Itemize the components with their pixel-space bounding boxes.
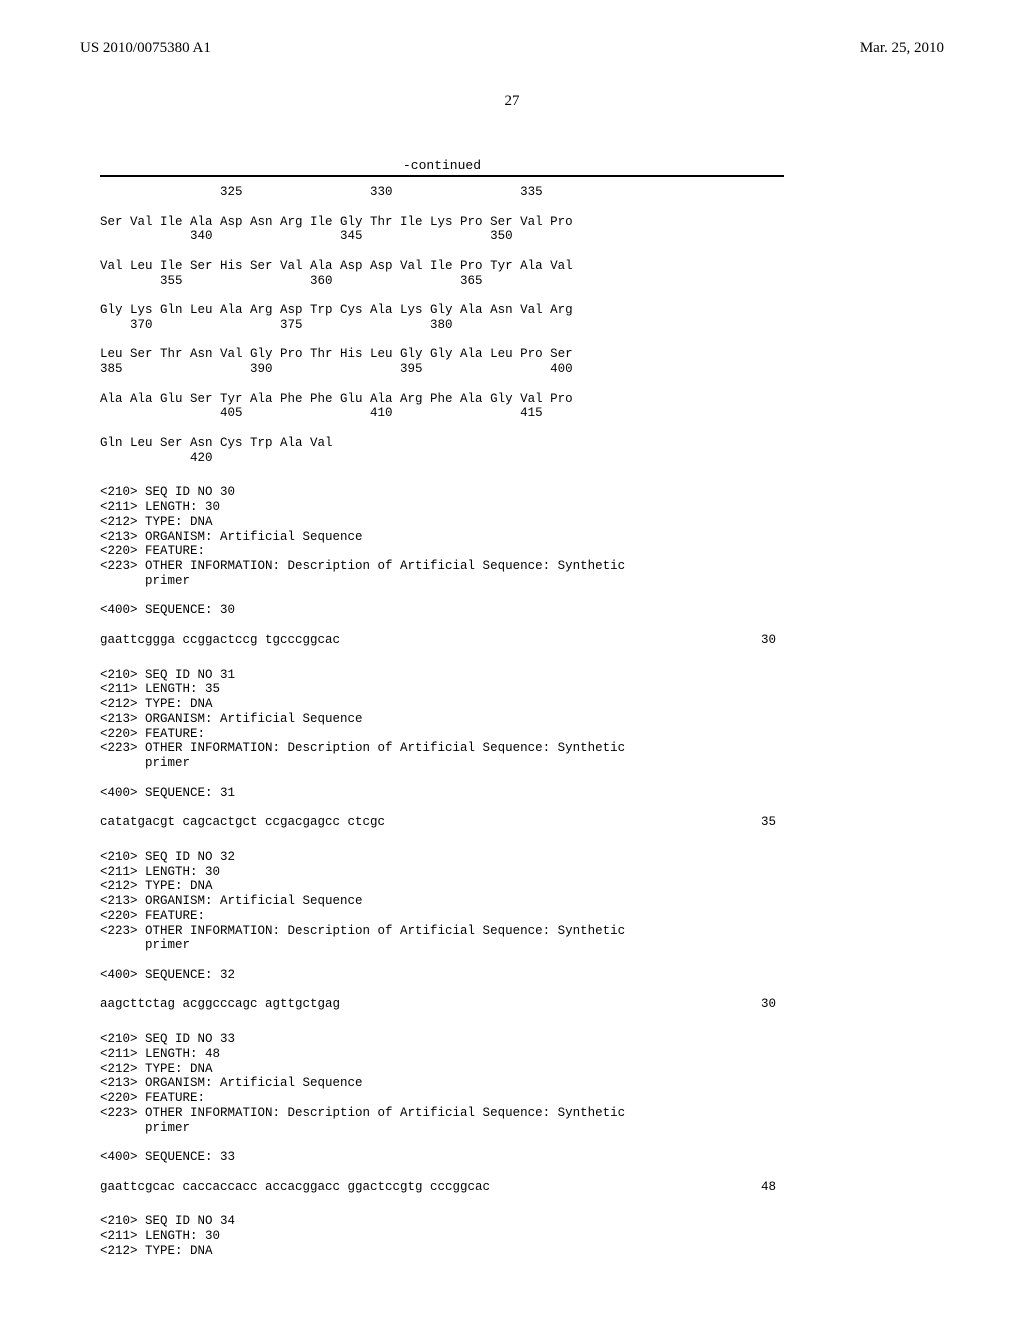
- page-number: 27: [80, 93, 944, 110]
- protein-line: 385 390 395 400: [100, 362, 784, 377]
- meta-line: <211> LENGTH: 30: [100, 500, 784, 515]
- protein-line: Gln Leu Ser Asn Cys Trp Ala Val: [100, 436, 784, 451]
- meta-line: <210> SEQ ID NO 30: [100, 485, 784, 500]
- meta-line: <212> TYPE: DNA: [100, 515, 784, 530]
- spacer: [100, 618, 784, 633]
- protein-line: [100, 421, 784, 436]
- meta-line: <223> OTHER INFORMATION: Description of …: [100, 924, 784, 939]
- meta-line: <223> OTHER INFORMATION: Description of …: [100, 559, 784, 574]
- meta-line: <400> SEQUENCE: 31: [100, 786, 784, 801]
- meta-line: <400> SEQUENCE: 33: [100, 1150, 784, 1165]
- sequence-row: catatgacgt cagcactgct ccgacgagcc ctcgc 35: [100, 815, 784, 830]
- protein-line: [100, 333, 784, 348]
- meta-line: <400> SEQUENCE: 30: [100, 603, 784, 618]
- body-content: -continued 325 330 335 Ser Val Ile Ala A…: [100, 158, 784, 1259]
- meta-line: <220> FEATURE:: [100, 1091, 784, 1106]
- protein-line: [100, 288, 784, 303]
- protein-line: 405 410 415: [100, 406, 784, 421]
- protein-line: [100, 244, 784, 259]
- dna-sequence: aagcttctag acggcccagc agttgctgag: [100, 997, 340, 1012]
- protein-line: 420: [100, 451, 784, 466]
- sequence-length: 30: [761, 633, 784, 648]
- sequence-entry: <210> SEQ ID NO 31<211> LENGTH: 35<212> …: [100, 668, 784, 830]
- spacer: [100, 800, 784, 815]
- meta-line: primer: [100, 574, 784, 589]
- meta-line: [100, 589, 784, 604]
- continued-label: -continued: [100, 158, 784, 173]
- meta-line: <213> ORGANISM: Artificial Sequence: [100, 1076, 784, 1091]
- meta-line: <212> TYPE: DNA: [100, 697, 784, 712]
- meta-line: <211> LENGTH: 30: [100, 1229, 784, 1244]
- sequence-entry: <210> SEQ ID NO 33<211> LENGTH: 48<212> …: [100, 1032, 784, 1194]
- meta-line: <210> SEQ ID NO 32: [100, 850, 784, 865]
- meta-line: <223> OTHER INFORMATION: Description of …: [100, 741, 784, 756]
- meta-line: [100, 1135, 784, 1150]
- protein-line: Ala Ala Glu Ser Tyr Ala Phe Phe Glu Ala …: [100, 392, 784, 407]
- meta-line: <223> OTHER INFORMATION: Description of …: [100, 1106, 784, 1121]
- meta-line: <212> TYPE: DNA: [100, 1062, 784, 1077]
- sequence-row: aagcttctag acggcccagc agttgctgag 30: [100, 997, 784, 1012]
- protein-line: [100, 377, 784, 392]
- meta-line: <220> FEATURE:: [100, 544, 784, 559]
- meta-line: [100, 771, 784, 786]
- meta-line: <220> FEATURE:: [100, 727, 784, 742]
- meta-line: <400> SEQUENCE: 32: [100, 968, 784, 983]
- meta-line: <210> SEQ ID NO 34: [100, 1214, 784, 1229]
- sequence-row: gaattcggga ccggactccg tgcccggcac 30: [100, 633, 784, 648]
- meta-line: primer: [100, 938, 784, 953]
- protein-line: 325 330 335: [100, 185, 784, 200]
- meta-line: <211> LENGTH: 48: [100, 1047, 784, 1062]
- sequence-row: gaattcgcac caccaccacc accacggacc ggactcc…: [100, 1180, 784, 1195]
- protein-line: 355 360 365: [100, 274, 784, 289]
- page-header: US 2010/0075380 A1 Mar. 25, 2010: [80, 40, 944, 57]
- sequence-entry: <210> SEQ ID NO 30<211> LENGTH: 30<212> …: [100, 485, 784, 647]
- dna-sequence: gaattcggga ccggactccg tgcccggcac: [100, 633, 340, 648]
- sequence-length: 30: [761, 997, 784, 1012]
- sequence-entry: <210> SEQ ID NO 32<211> LENGTH: 30<212> …: [100, 850, 784, 1012]
- protein-line: [100, 200, 784, 215]
- document-date: Mar. 25, 2010: [860, 40, 944, 57]
- meta-line: primer: [100, 756, 784, 771]
- protein-line: Leu Ser Thr Asn Val Gly Pro Thr His Leu …: [100, 347, 784, 362]
- protein-line: Val Leu Ile Ser His Ser Val Ala Asp Asp …: [100, 259, 784, 274]
- protein-line: Gly Lys Gln Leu Ala Arg Asp Trp Cys Ala …: [100, 303, 784, 318]
- meta-line: <210> SEQ ID NO 31: [100, 668, 784, 683]
- spacer: [100, 1165, 784, 1180]
- protein-line: 340 345 350: [100, 229, 784, 244]
- meta-line: <212> TYPE: DNA: [100, 1244, 784, 1259]
- meta-line: <211> LENGTH: 30: [100, 865, 784, 880]
- document-number: US 2010/0075380 A1: [80, 40, 211, 57]
- meta-line: <220> FEATURE:: [100, 909, 784, 924]
- divider: [100, 175, 784, 177]
- dna-sequence: catatgacgt cagcactgct ccgacgagcc ctcgc: [100, 815, 385, 830]
- protein-sequence-block: 325 330 335 Ser Val Ile Ala Asp Asn Arg …: [100, 185, 784, 465]
- spacer: [100, 983, 784, 998]
- meta-line: <212> TYPE: DNA: [100, 879, 784, 894]
- dna-sequence: gaattcgcac caccaccacc accacggacc ggactcc…: [100, 1180, 490, 1195]
- protein-line: 370 375 380: [100, 318, 784, 333]
- meta-line: <211> LENGTH: 35: [100, 682, 784, 697]
- meta-line: <213> ORGANISM: Artificial Sequence: [100, 712, 784, 727]
- sequence-entry: <210> SEQ ID NO 34<211> LENGTH: 30<212> …: [100, 1214, 784, 1258]
- meta-line: <213> ORGANISM: Artificial Sequence: [100, 894, 784, 909]
- meta-line: <210> SEQ ID NO 33: [100, 1032, 784, 1047]
- page: US 2010/0075380 A1 Mar. 25, 2010 27 -con…: [0, 0, 1024, 1319]
- sequence-length: 35: [761, 815, 784, 830]
- protein-line: Ser Val Ile Ala Asp Asn Arg Ile Gly Thr …: [100, 215, 784, 230]
- sequence-length: 48: [761, 1180, 784, 1195]
- meta-line: [100, 953, 784, 968]
- meta-line: primer: [100, 1121, 784, 1136]
- meta-line: <213> ORGANISM: Artificial Sequence: [100, 530, 784, 545]
